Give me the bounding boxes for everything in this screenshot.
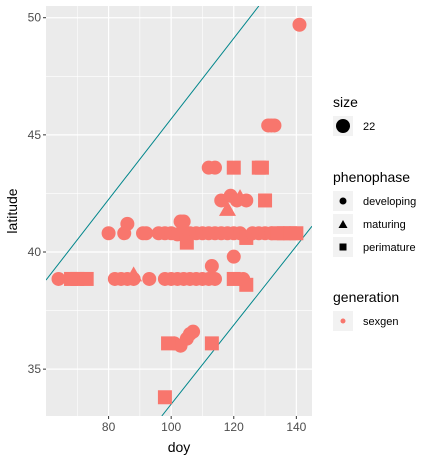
data-points [51, 17, 307, 405]
legend-label-maturing: maturing [363, 219, 406, 231]
x-axis: 80 100 120 140 [102, 416, 307, 434]
data-point-circle [267, 118, 282, 133]
data-point-square [226, 160, 241, 175]
legend-label-perimature: perimature [363, 242, 416, 254]
data-point-circle [239, 193, 254, 208]
legend-square-icon [339, 243, 347, 251]
y-axis: 35 40 45 50 [28, 11, 46, 376]
legend-label-developing: developing [363, 196, 416, 208]
plot-panel [46, 6, 312, 416]
data-point-circle [101, 226, 116, 241]
grid-minor [46, 6, 312, 416]
legend-size-title: size [333, 94, 358, 110]
legend-phenophase-title: phenophase [333, 169, 410, 185]
y-tick-label: 40 [28, 245, 42, 259]
y-tick-label: 45 [28, 128, 42, 142]
data-point-circle [139, 226, 154, 241]
x-tick-label: 80 [102, 420, 116, 434]
data-point-triangle [219, 200, 237, 216]
data-point-square [289, 226, 304, 241]
legend-triangle-icon [338, 220, 348, 228]
data-point-circle [142, 271, 157, 286]
legend: size 22 phenophase developing maturing p… [333, 94, 416, 331]
legend-size-label: 22 [363, 121, 375, 133]
data-point-square [204, 336, 219, 351]
legend-size-symbol [336, 119, 350, 133]
bound-line-2 [161, 225, 312, 416]
y-tick-label: 35 [28, 362, 42, 376]
legend-size: size 22 [333, 94, 375, 136]
legend-generation-symbol [340, 318, 346, 324]
data-point-circle [186, 324, 201, 339]
x-tick-label: 120 [224, 420, 244, 434]
data-point-square [258, 193, 273, 208]
data-point-circle [126, 271, 141, 286]
legend-generation-label: sexgen [363, 316, 398, 328]
data-point-circle [226, 249, 241, 264]
x-axis-title: doy [168, 439, 191, 455]
data-point-square [157, 390, 172, 405]
data-point-square [161, 336, 176, 351]
x-tick-label: 140 [286, 420, 306, 434]
data-point-square [239, 277, 254, 292]
data-point-circle [176, 214, 191, 229]
y-tick-label: 50 [28, 11, 42, 25]
legend-generation-title: generation [333, 289, 399, 305]
bound-line-1 [46, 6, 260, 281]
data-point-square [254, 160, 269, 175]
legend-circle-icon [339, 197, 347, 205]
y-axis-title: latitude [4, 188, 20, 233]
data-point-square [79, 271, 94, 286]
data-point-circle [207, 160, 222, 175]
data-point-circle [204, 259, 219, 274]
data-point-circle [120, 216, 135, 231]
data-point-circle [51, 271, 66, 286]
grid-major [46, 6, 312, 416]
x-tick-label: 100 [161, 420, 181, 434]
data-point-circle [292, 17, 307, 32]
legend-phenophase: phenophase developing maturing perimatur… [333, 169, 416, 257]
bound-lines [46, 6, 312, 416]
data-point-circle [207, 271, 222, 286]
legend-generation: generation sexgen [333, 289, 399, 331]
